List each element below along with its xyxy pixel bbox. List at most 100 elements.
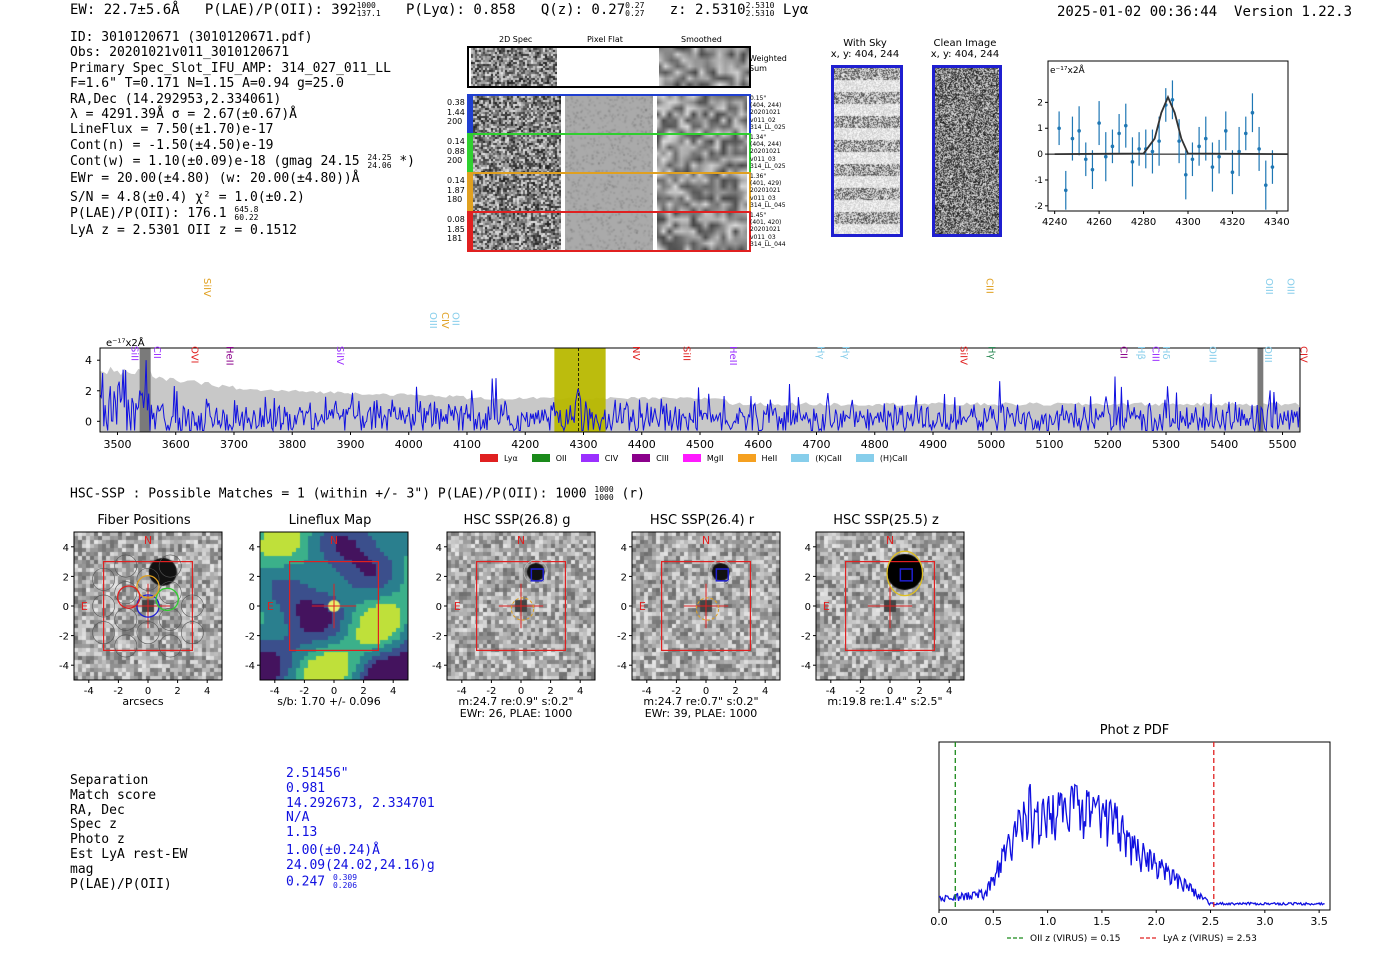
zoom-ytick-label: -1 [1035, 176, 1043, 186]
cutout-smoothed [657, 174, 747, 211]
match-value-plae-text: 0.247 [286, 874, 326, 890]
with-sky-image [831, 65, 903, 237]
cutout-row-meta: 1.36" (401, 429) 20201021 v011_03 314_LL_045 [750, 173, 786, 209]
clean-image-title-block: Clean Image x, y: 404, 244 [922, 38, 1008, 60]
zoom-point [1250, 110, 1255, 115]
hsc-north-label: N [702, 534, 710, 547]
info-plae: P(LAE)/P(OII): 176.1 645.8 60.22 [70, 205, 415, 223]
match-label-radec: RA, Dec [70, 802, 125, 818]
spectrum-legend: Lyα OII CIV CIII MgII HeII (K)CaII (H)CaII [480, 447, 921, 466]
fiber-circle [158, 634, 182, 658]
spectrum-xtick-label: 3500 [103, 438, 131, 451]
hsc-ytick-label: 0 [249, 602, 255, 613]
fiber-circle [136, 567, 160, 591]
spectrum-xtick-label: 5200 [1094, 438, 1122, 451]
info-z: LyA z = 2.5301 OII z = 0.1512 [70, 223, 297, 239]
hsc-frame [73, 531, 223, 681]
header-plya: P(Lyα): 0.858 [405, 2, 516, 18]
zoom-point [1117, 131, 1121, 136]
photz-xtick-label: 1.5 [1093, 915, 1111, 928]
full-spectrum-plot: e⁻¹⁷x2Å 4 2 0 3500 3600 3700 3800 3900 4000 4100 42… [85, 278, 1309, 451]
spectrum-xtick-label: 5100 [1036, 438, 1064, 451]
hsc-caption1: m:24.7 re:0.9" s:0.2" [458, 695, 574, 708]
zoom-ytick-label: 2 [1037, 98, 1043, 108]
spectrum-line-label: CIV [1298, 346, 1309, 363]
hsc-ytick-label: -2 [245, 632, 255, 643]
legend-swatch [632, 454, 651, 462]
cutout-pixelflat [565, 135, 653, 172]
cutout-meta-line: 20201021 [750, 226, 781, 234]
spectrum-error-band [100, 366, 1300, 432]
hsc-north-label: N [144, 534, 152, 547]
hsc-xtick-label: -4 [826, 686, 836, 697]
hsc-counterpart-box [715, 568, 729, 582]
hsc-frame [631, 531, 781, 681]
zoom-point [1203, 136, 1208, 141]
cutout-header-pixelflat: Pixel Flat [587, 35, 623, 44]
hsc-ytick-label: -4 [245, 661, 255, 672]
hsc-xtick-label: 2 [360, 686, 366, 697]
match-value-specz: N/A [286, 810, 310, 826]
hsc-source-ellipse [510, 597, 535, 621]
weighted-sum-smoothed [659, 48, 749, 86]
spectrum-xtick-label: 3600 [162, 438, 190, 451]
spectrum-xtick-label: 4200 [511, 438, 539, 451]
hsc-frame [815, 531, 965, 681]
cutout-smoothed [657, 96, 747, 133]
hsc-ytick-label: -2 [432, 632, 442, 643]
zoom-ylabel: e⁻¹⁷x2Å [1050, 64, 1086, 76]
cutout-meta-line: v011_02 [750, 116, 776, 124]
match-value-mag: 24.09(24.02,24.16)g [286, 857, 435, 873]
spectrum-masked-right [1257, 348, 1264, 432]
zoom-point [1070, 136, 1075, 141]
match-label-score: Match score [70, 787, 157, 803]
hsc-xtick-label: 0 [887, 686, 893, 697]
spectrum-ytick-label: 4 [85, 354, 92, 367]
info-radec: RA,Dec (14.292953,2.334061) [70, 91, 282, 107]
zoom-xtick-label: 4340 [1264, 217, 1289, 228]
photz-xtick-label: 3.5 [1310, 915, 1328, 928]
legend-label: MgII [706, 453, 724, 463]
header-summary: EW: 22.7±5.6Å P(LAE)/P(OII): 3921000 137.… [70, 2, 808, 19]
spectrum-line-label: CIII [1150, 346, 1161, 362]
zoom-ytick-label: 1 [1037, 124, 1043, 134]
hsc-counterpart-box [530, 568, 544, 582]
fiber-circle [92, 567, 116, 591]
spectrum-line-label: CII [1118, 346, 1129, 359]
legend-item: (H)CaII [855, 454, 907, 463]
hsc-heading-tail: (r) [621, 486, 645, 502]
zoom-point [1190, 157, 1195, 162]
legend-swatch [791, 454, 810, 462]
info-lineflux: LineFlux = 7.50(±1.70)e-17 [70, 122, 274, 138]
cutout-meta-line: v011_03 [750, 155, 776, 163]
cutout-meta-line: v011_03 [750, 233, 776, 241]
spectrum-line-label: OIII [1262, 346, 1273, 363]
fiber-orange [136, 575, 160, 599]
cutout-meta-line: (401, 429) [750, 180, 782, 188]
cutout-row-box [467, 211, 751, 252]
hsc-xtick-label: 0 [145, 686, 151, 697]
spectrum-xtick-label: 4100 [453, 438, 481, 451]
zoom-point [1137, 147, 1141, 151]
photz-xtick-label: 2.0 [1147, 915, 1165, 928]
hsc-ytick-label: 2 [63, 572, 69, 583]
spectrum-line-label: SiII [128, 346, 139, 361]
clean-image-coord: x, y: 404, 244 [930, 49, 1000, 60]
hsc-ytick-label: 0 [621, 602, 627, 613]
hsc-caption2: EWr: 26, PLAE: 1000 [459, 707, 573, 720]
fiber-circle [114, 554, 138, 578]
legend-label: OII [555, 453, 567, 463]
header-plae: P(LAE)/P(OII): 392 [204, 2, 357, 18]
hsc-heading-lo: 1000 [594, 493, 614, 502]
spectrum-line-label: Hδ [1160, 346, 1171, 360]
zoom-point [1237, 149, 1241, 154]
legend-swatch [855, 454, 874, 462]
zoom-xtick-label: 4240 [1042, 217, 1067, 228]
hsc-frame [259, 531, 409, 681]
hsc-ytick-label: -4 [617, 661, 627, 672]
header-datetime: 2025-01-02 00:36:44 [1057, 4, 1218, 20]
hsc-caption2: EWr: 39, PLAE: 1000 [644, 707, 758, 720]
hsc-xtick-label: 4 [204, 686, 210, 697]
info-plae-text: P(LAE)/P(OII): 176.1 [70, 206, 227, 222]
cutout-pixelflat [565, 96, 653, 133]
